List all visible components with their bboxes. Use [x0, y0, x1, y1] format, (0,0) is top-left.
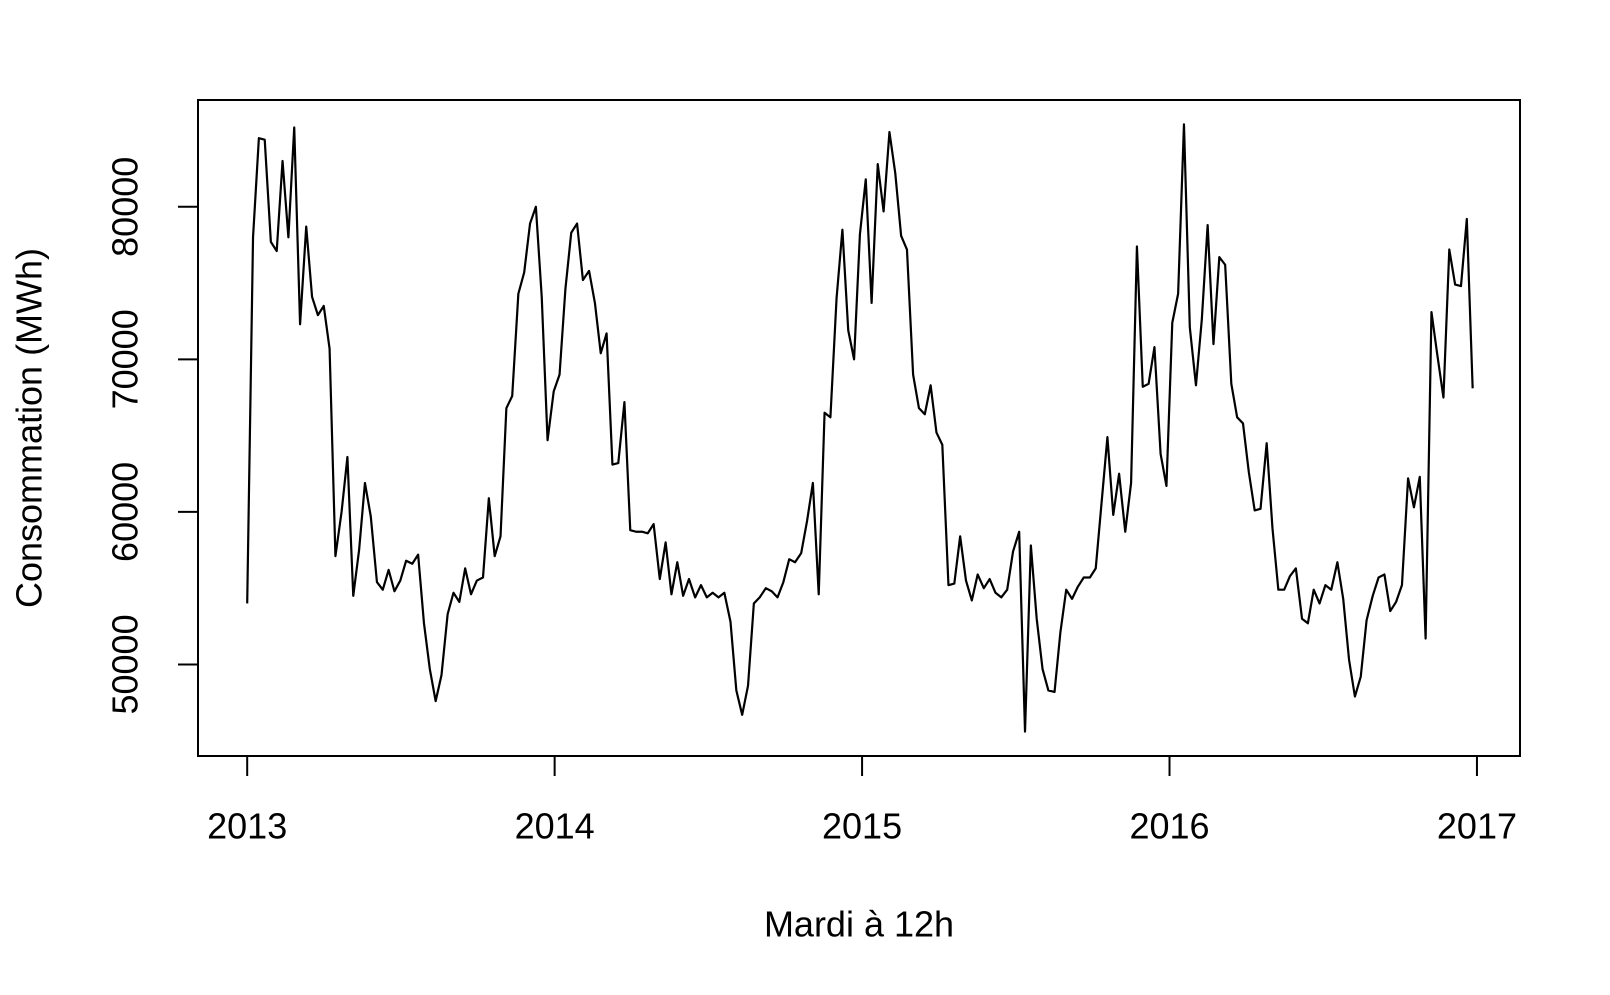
x-axis-label: Mardi à 12h	[764, 904, 954, 945]
y-tick-label: 60000	[105, 462, 146, 562]
x-tick-label: 2017	[1437, 806, 1517, 847]
x-tick-label: 2014	[515, 806, 595, 847]
x-tick-label: 2015	[822, 806, 902, 847]
x-tick-label: 2016	[1129, 806, 1209, 847]
plot-frame	[197, 99, 1521, 757]
x-tick-label: 2013	[207, 806, 287, 847]
data-line	[246, 123, 1474, 733]
y-axis-label: Consommation (MWh)	[9, 248, 50, 608]
y-tick-label: 70000	[105, 309, 146, 409]
y-tick-label: 80000	[105, 157, 146, 257]
y-tick-label: 50000	[105, 614, 146, 714]
